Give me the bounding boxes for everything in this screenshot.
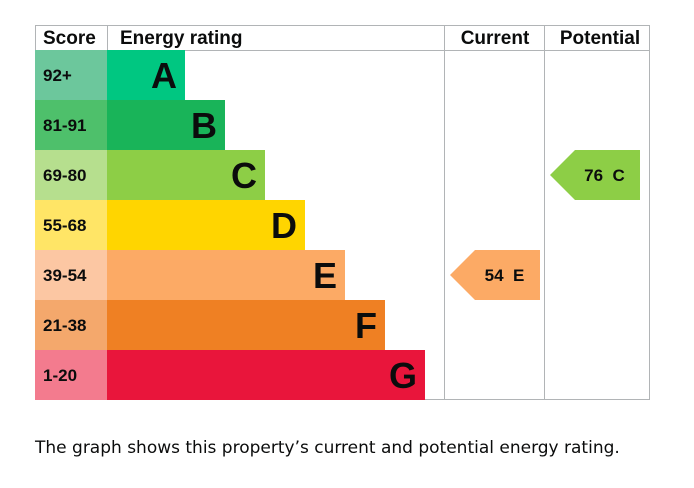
header-current: Current <box>461 28 530 49</box>
score-label-a: 92+ <box>43 66 72 85</box>
score-cell-e <box>35 250 107 300</box>
score-cell-f <box>35 300 107 350</box>
header-potential: Potential <box>560 28 640 49</box>
band-letter-g: G <box>389 355 417 396</box>
score-label-b: 81-91 <box>43 116 86 135</box>
score-cell-c <box>35 150 107 200</box>
rating-markers: 54 E 76 C <box>450 150 640 300</box>
potential-marker <box>550 150 640 200</box>
band-bar-b <box>107 100 225 150</box>
band-bar-f <box>107 300 385 350</box>
header-energy-rating: Energy rating <box>120 28 242 49</box>
score-cell-b <box>35 100 107 150</box>
score-label-g: 1-20 <box>43 366 77 385</box>
band-letter-e: E <box>313 255 337 296</box>
band-bar-e <box>107 250 345 300</box>
potential-marker-label: 76 C <box>584 166 625 185</box>
band-letter-a: A <box>151 55 177 96</box>
chart-caption: The graph shows this property’s current … <box>35 438 620 458</box>
score-label-c: 69-80 <box>43 166 86 185</box>
header-score: Score <box>43 28 96 49</box>
band-bar-c <box>107 150 265 200</box>
band-letter-c: C <box>231 155 257 196</box>
band-letter-b: B <box>191 105 217 146</box>
score-cell-a <box>35 50 107 100</box>
band-letter-f: F <box>355 305 377 346</box>
band-letter-d: D <box>271 205 297 246</box>
band-bar-d <box>107 200 305 250</box>
band-bar-g <box>107 350 425 400</box>
score-cell-d <box>35 200 107 250</box>
current-marker <box>450 250 540 300</box>
rating-bands: 92+ A 81-91 B 69-80 C 55-68 D 39-54 E 21-38 F 1-20 G <box>35 50 425 400</box>
current-marker-label: 54 E <box>485 266 525 285</box>
score-label-f: 21-38 <box>43 316 86 335</box>
score-label-e: 39-54 <box>43 266 87 285</box>
epc-chart: Score Energy rating Current Potential 92… <box>35 25 650 400</box>
score-label-d: 55-68 <box>43 216 86 235</box>
band-bar-a <box>107 50 185 100</box>
score-cell-g <box>35 350 107 400</box>
